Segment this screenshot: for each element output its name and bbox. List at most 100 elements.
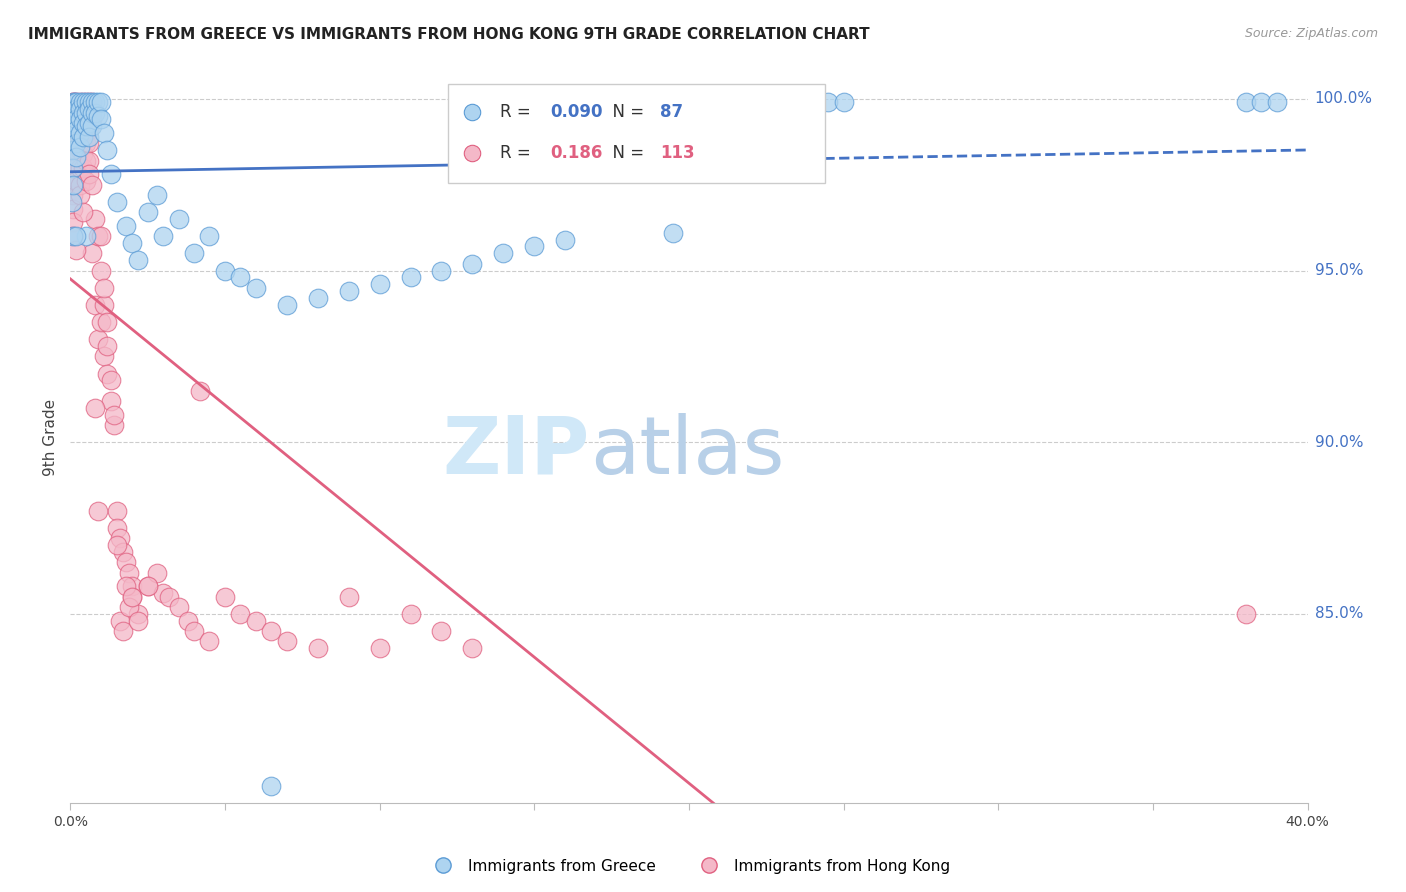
Text: R =: R = — [499, 144, 541, 161]
Point — [399, 270, 422, 285]
FancyBboxPatch shape — [447, 84, 825, 183]
Point — [62, 144, 84, 158]
Point — [93, 281, 115, 295]
Point — [69, 112, 91, 127]
Point — [80, 95, 103, 110]
Point — [62, 95, 84, 110]
Point — [65, 161, 87, 175]
Point — [90, 263, 112, 277]
Point — [96, 315, 118, 329]
Point — [103, 408, 125, 422]
Point — [62, 144, 84, 158]
Point — [121, 235, 143, 250]
Point — [1064, 473, 1087, 487]
Point — [69, 102, 91, 116]
Point — [90, 112, 112, 127]
Point — [65, 112, 87, 127]
Text: 113: 113 — [661, 144, 695, 161]
Point — [167, 600, 190, 615]
Point — [198, 634, 221, 648]
Point — [111, 624, 134, 639]
Text: ZIP: ZIP — [443, 413, 591, 491]
Point — [740, 95, 762, 110]
Point — [115, 556, 138, 570]
Text: N =: N = — [602, 144, 650, 161]
Point — [832, 95, 855, 110]
Point — [72, 120, 94, 134]
Point — [183, 246, 205, 260]
Point — [1250, 95, 1272, 110]
Point — [118, 600, 141, 615]
Point — [62, 229, 84, 244]
Point — [90, 229, 112, 244]
Point — [80, 105, 103, 120]
Point — [60, 194, 83, 209]
Point — [492, 246, 515, 260]
Point — [63, 129, 86, 144]
Point — [121, 590, 143, 604]
Point — [62, 215, 84, 229]
Text: 85.0%: 85.0% — [1315, 607, 1362, 622]
Point — [63, 105, 86, 120]
Point — [72, 105, 94, 120]
Point — [152, 229, 174, 244]
Point — [69, 95, 91, 110]
Point — [69, 140, 91, 154]
Point — [337, 590, 360, 604]
Point — [188, 384, 211, 398]
Point — [430, 624, 453, 639]
Point — [80, 95, 103, 110]
Point — [63, 105, 86, 120]
Text: 87: 87 — [661, 103, 683, 121]
Point — [65, 116, 87, 130]
Legend: Immigrants from Greece, Immigrants from Hong Kong: Immigrants from Greece, Immigrants from … — [422, 853, 956, 880]
Text: 100.0%: 100.0% — [1315, 91, 1372, 106]
Point — [399, 607, 422, 621]
Point — [146, 566, 169, 580]
Point — [662, 226, 685, 240]
Point — [198, 229, 221, 244]
Point — [77, 136, 100, 151]
Point — [80, 120, 103, 134]
Point — [87, 95, 110, 110]
Point — [693, 95, 716, 110]
Text: 95.0%: 95.0% — [1315, 263, 1362, 278]
Point — [65, 243, 87, 257]
Point — [108, 532, 131, 546]
Point — [62, 161, 84, 175]
Point — [90, 95, 112, 110]
Point — [65, 95, 87, 110]
Point — [75, 105, 97, 120]
Point — [786, 95, 808, 110]
Point — [84, 105, 107, 120]
Point — [87, 504, 110, 518]
Point — [307, 641, 329, 656]
Point — [77, 95, 100, 110]
Point — [63, 95, 86, 110]
Point — [62, 174, 84, 188]
Point — [105, 194, 128, 209]
Point — [87, 109, 110, 123]
Point — [80, 246, 103, 260]
Point — [121, 579, 143, 593]
Text: 90.0%: 90.0% — [1315, 434, 1362, 450]
Point — [229, 607, 252, 621]
Point — [69, 129, 91, 144]
Point — [121, 590, 143, 604]
Point — [96, 339, 118, 353]
Point — [157, 590, 180, 604]
Point — [77, 129, 100, 144]
Point — [111, 545, 134, 559]
Point — [65, 136, 87, 151]
Point — [229, 270, 252, 285]
Point — [260, 779, 283, 793]
Point — [245, 614, 267, 628]
Point — [100, 394, 122, 409]
Point — [115, 219, 138, 233]
Point — [72, 95, 94, 110]
Point — [72, 129, 94, 144]
Point — [817, 95, 839, 110]
Point — [65, 102, 87, 116]
Point — [100, 167, 122, 181]
Point — [75, 229, 97, 244]
